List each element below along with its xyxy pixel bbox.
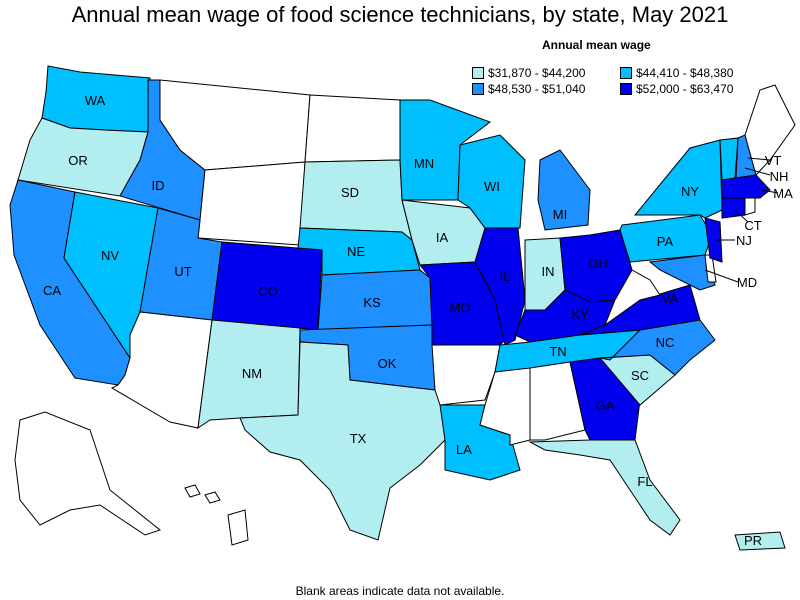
- state-label-il: IL: [500, 269, 511, 284]
- state-il[interactable]: [474, 227, 526, 346]
- state-tx[interactable]: [239, 341, 446, 541]
- state-label-ca: CA: [43, 283, 61, 298]
- state-label-mo: MO: [450, 300, 471, 315]
- state-ny[interactable]: [633, 139, 723, 219]
- state-label-ct: CT: [744, 218, 761, 233]
- state-label-nh: NH: [770, 169, 789, 184]
- state-label-tn: TN: [549, 344, 566, 359]
- state-label-ky: KY: [571, 307, 589, 322]
- state-hi[interactable]: [184, 484, 201, 498]
- legend-swatch: [620, 67, 632, 79]
- state-label-ne: NE: [347, 244, 365, 259]
- state-label-ks: KS: [363, 295, 381, 310]
- state-ak[interactable]: [14, 411, 162, 536]
- state-label-la: LA: [456, 442, 472, 457]
- footnote: Blank areas indicate data not available.: [295, 584, 505, 598]
- legend-item-tier1: $31,870 - $44,200: [472, 66, 585, 80]
- state-label-sc: SC: [631, 368, 649, 383]
- state-wv[interactable]: [603, 269, 661, 327]
- state-sd[interactable]: [299, 159, 413, 242]
- legend-swatch: [472, 83, 484, 95]
- legend-label: $48,530 - $51,040: [488, 82, 586, 96]
- state-label-ma: MA: [773, 186, 793, 201]
- legend-swatch: [472, 67, 484, 79]
- legend-item-tier3: $48,530 - $51,040: [472, 82, 585, 96]
- state-label-ut: UT: [174, 264, 191, 279]
- state-label-nm: NM: [242, 366, 262, 381]
- state-label-ny: NY: [681, 184, 699, 199]
- legend-label: $44,410 - $48,380: [636, 66, 734, 80]
- state-label-nv: NV: [101, 248, 119, 263]
- state-label-pr: PR: [744, 533, 762, 548]
- legend-title: Annual mean wage: [542, 38, 651, 52]
- state-vt[interactable]: [719, 137, 739, 181]
- state-label-md: MD: [737, 275, 757, 290]
- state-ct[interactable]: [721, 197, 746, 219]
- legend-label: $31,870 - $44,200: [488, 66, 586, 80]
- state-label-wa: WA: [85, 93, 106, 108]
- state-nc[interactable]: [599, 319, 716, 376]
- state-al[interactable]: [529, 361, 586, 441]
- state-label-id: ID: [152, 178, 165, 193]
- state-label-pa: PA: [657, 234, 674, 249]
- state-ri[interactable]: [744, 197, 756, 216]
- state-label-ok: OK: [378, 356, 397, 371]
- state-mi[interactable]: [537, 149, 591, 231]
- state-label-mi: MI: [553, 207, 567, 222]
- state-hi-island-2[interactable]: [204, 491, 221, 504]
- state-label-or: OR: [68, 153, 88, 168]
- state-label-sd: SD: [341, 185, 359, 200]
- state-ma[interactable]: [721, 174, 771, 199]
- state-label-va: VA: [662, 291, 679, 306]
- legend-label: $52,000 - $63,470: [636, 82, 734, 96]
- state-label-tx: TX: [350, 431, 367, 446]
- state-label-oh: OH: [588, 256, 608, 271]
- state-label-co: CO: [258, 284, 278, 299]
- legend-item-tier4: $52,000 - $63,470: [620, 82, 733, 96]
- state-label-ia: IA: [436, 230, 449, 245]
- state-label-mn: MN: [414, 156, 434, 171]
- state-label-vt: VT: [765, 153, 782, 168]
- state-label-in: IN: [542, 264, 555, 279]
- state-nd[interactable]: [304, 94, 401, 163]
- state-hi-island-3[interactable]: [227, 509, 249, 546]
- state-wy[interactable]: [197, 161, 306, 246]
- state-label-wi: WI: [484, 179, 500, 194]
- state-nj[interactable]: [704, 217, 723, 263]
- state-label-nc: NC: [656, 335, 675, 350]
- state-me[interactable]: [744, 84, 796, 176]
- state-label-ga: GA: [596, 398, 615, 413]
- state-label-nj: NJ: [736, 233, 752, 248]
- legend-swatch: [620, 83, 632, 95]
- state-pr[interactable]: [734, 531, 786, 551]
- state-label-fl: FL: [637, 474, 652, 489]
- map-title: Annual mean wage of food science technic…: [71, 2, 729, 27]
- legend-item-tier2: $44,410 - $48,380: [620, 66, 733, 80]
- state-fl[interactable]: [528, 439, 681, 536]
